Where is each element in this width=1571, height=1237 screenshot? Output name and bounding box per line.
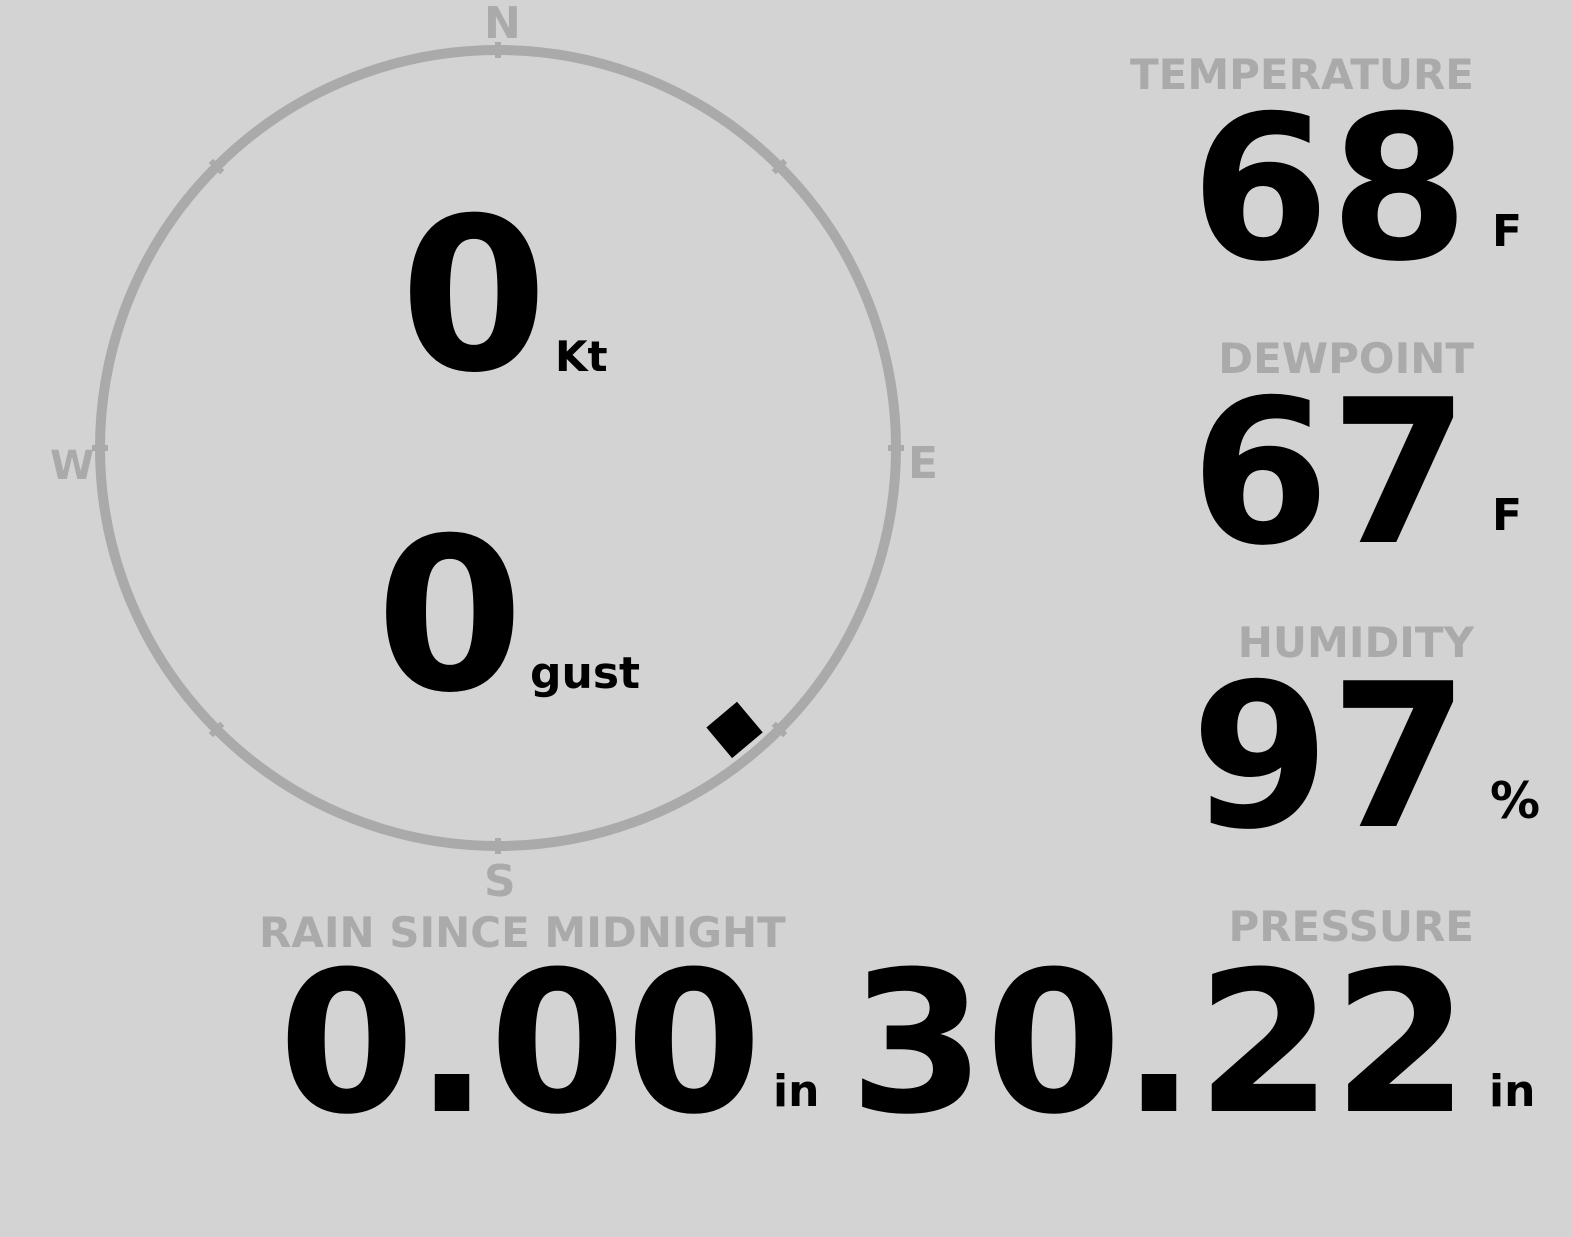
pressure-value: 30.22 bbox=[849, 930, 1469, 1158]
rain-value: 0.00 bbox=[278, 930, 762, 1158]
wind-gust-unit: gust bbox=[530, 648, 641, 699]
dewpoint-value: 67 bbox=[1190, 357, 1469, 590]
humidity-unit: % bbox=[1490, 772, 1541, 830]
temperature-label: TEMPERATURE bbox=[1130, 50, 1474, 99]
temperature-value: 68 bbox=[1190, 73, 1469, 306]
wind-gust-value: 0 bbox=[376, 492, 524, 739]
compass-north-label: N bbox=[484, 0, 521, 49]
compass-east-label: E bbox=[908, 438, 939, 489]
temperature-unit: F bbox=[1492, 206, 1523, 257]
humidity-label: HUMIDITY bbox=[1237, 618, 1474, 667]
compass-south-label: S bbox=[484, 856, 516, 907]
compass-tick bbox=[771, 721, 788, 738]
compass-tick bbox=[771, 158, 788, 175]
compass-ticks bbox=[92, 42, 904, 854]
wind-speed-value: 0 bbox=[400, 172, 548, 419]
dewpoint-unit: F bbox=[1492, 490, 1523, 541]
dewpoint-label: DEWPOINT bbox=[1218, 334, 1474, 383]
wind-direction-pointer bbox=[706, 701, 763, 759]
rain-label: RAIN SINCE MIDNIGHT bbox=[259, 908, 786, 957]
rain-unit: in bbox=[773, 1066, 820, 1117]
humidity-value: 97 bbox=[1190, 641, 1469, 874]
compass-tick bbox=[208, 721, 225, 738]
compass-west-label: W bbox=[50, 443, 95, 489]
wind-speed-unit: Kt bbox=[555, 332, 608, 381]
compass-tick bbox=[208, 158, 225, 175]
pressure-unit: in bbox=[1489, 1066, 1536, 1117]
pressure-label: PRESSURE bbox=[1228, 902, 1474, 951]
